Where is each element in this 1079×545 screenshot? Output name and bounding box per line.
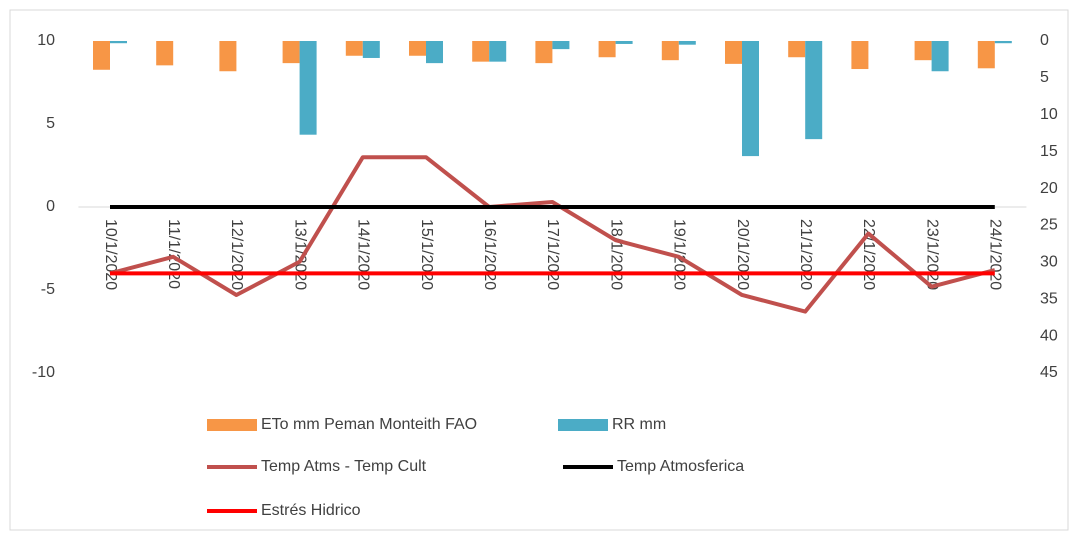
x-tick-label: 18/1/2020 — [607, 219, 624, 290]
x-tick-label: 16/1/2020 — [481, 219, 498, 290]
y2-tick-label: 0 — [1040, 32, 1049, 49]
bar — [661, 41, 679, 61]
bar — [110, 41, 127, 44]
x-tick-label: 14/1/2020 — [355, 219, 372, 290]
y2-tick-label: 40 — [1040, 327, 1058, 344]
x-tick-label: 10/1/2020 — [102, 219, 119, 290]
x-tick-label: 17/1/2020 — [544, 219, 561, 290]
y-tick-label: -5 — [41, 281, 55, 298]
bar — [805, 41, 823, 140]
bar — [219, 41, 237, 72]
y-tick-label: -10 — [32, 364, 55, 381]
bar — [489, 41, 507, 62]
legend-label: ETo mm Peman Monteith FAO — [261, 416, 477, 433]
y2-tick-label: 20 — [1040, 180, 1058, 197]
x-tick-label: 20/1/2020 — [734, 219, 751, 290]
legend-label: Temp Atms - Temp Cult — [261, 458, 427, 475]
bar — [472, 41, 490, 62]
y2-tick-label: 25 — [1040, 217, 1058, 234]
bar — [994, 41, 1012, 44]
bar — [742, 41, 759, 157]
bar — [93, 41, 110, 70]
y2-tick-label: 35 — [1040, 290, 1058, 307]
bar — [914, 41, 932, 61]
y2-tick-label: 45 — [1040, 364, 1058, 381]
x-tick-label: 15/1/2020 — [418, 219, 435, 290]
legend-swatch — [558, 419, 608, 431]
bar — [426, 41, 443, 64]
chart-border — [9, 9, 1069, 531]
bar — [931, 41, 949, 72]
bar — [552, 41, 570, 50]
x-tick-label: 11/1/2020 — [165, 219, 182, 289]
bar — [977, 41, 995, 69]
legend-swatch — [207, 419, 257, 431]
bar — [851, 41, 869, 70]
x-tick-label: 12/1/2020 — [228, 219, 245, 290]
bar — [409, 41, 426, 56]
bar — [282, 41, 300, 64]
bar — [678, 41, 696, 45]
legend-label: RR mm — [612, 416, 666, 433]
legend-label: Temp Atmosferica — [617, 458, 744, 475]
legend-label: Estrés Hidrico — [261, 502, 361, 519]
y2-tick-label: 30 — [1040, 254, 1058, 271]
bar — [788, 41, 806, 58]
x-tick-label: 22/1/2020 — [860, 219, 877, 290]
bar — [362, 41, 380, 58]
y-tick-label: 10 — [37, 32, 55, 49]
x-tick-label: 21/1/2020 — [797, 219, 814, 290]
bar — [615, 41, 633, 44]
y-tick-label: 5 — [46, 115, 55, 132]
y2-tick-label: 5 — [1040, 69, 1049, 86]
y2-tick-label: 10 — [1040, 106, 1058, 123]
bar — [725, 41, 742, 64]
x-tick-label: 24/1/2020 — [987, 219, 1004, 290]
bar — [535, 41, 553, 64]
y-tick-label: 0 — [46, 198, 55, 215]
bar — [345, 41, 363, 56]
y2-tick-label: 15 — [1040, 143, 1058, 160]
bar — [598, 41, 616, 58]
bar — [156, 41, 174, 66]
bar — [299, 41, 317, 135]
line-series — [109, 155, 996, 314]
